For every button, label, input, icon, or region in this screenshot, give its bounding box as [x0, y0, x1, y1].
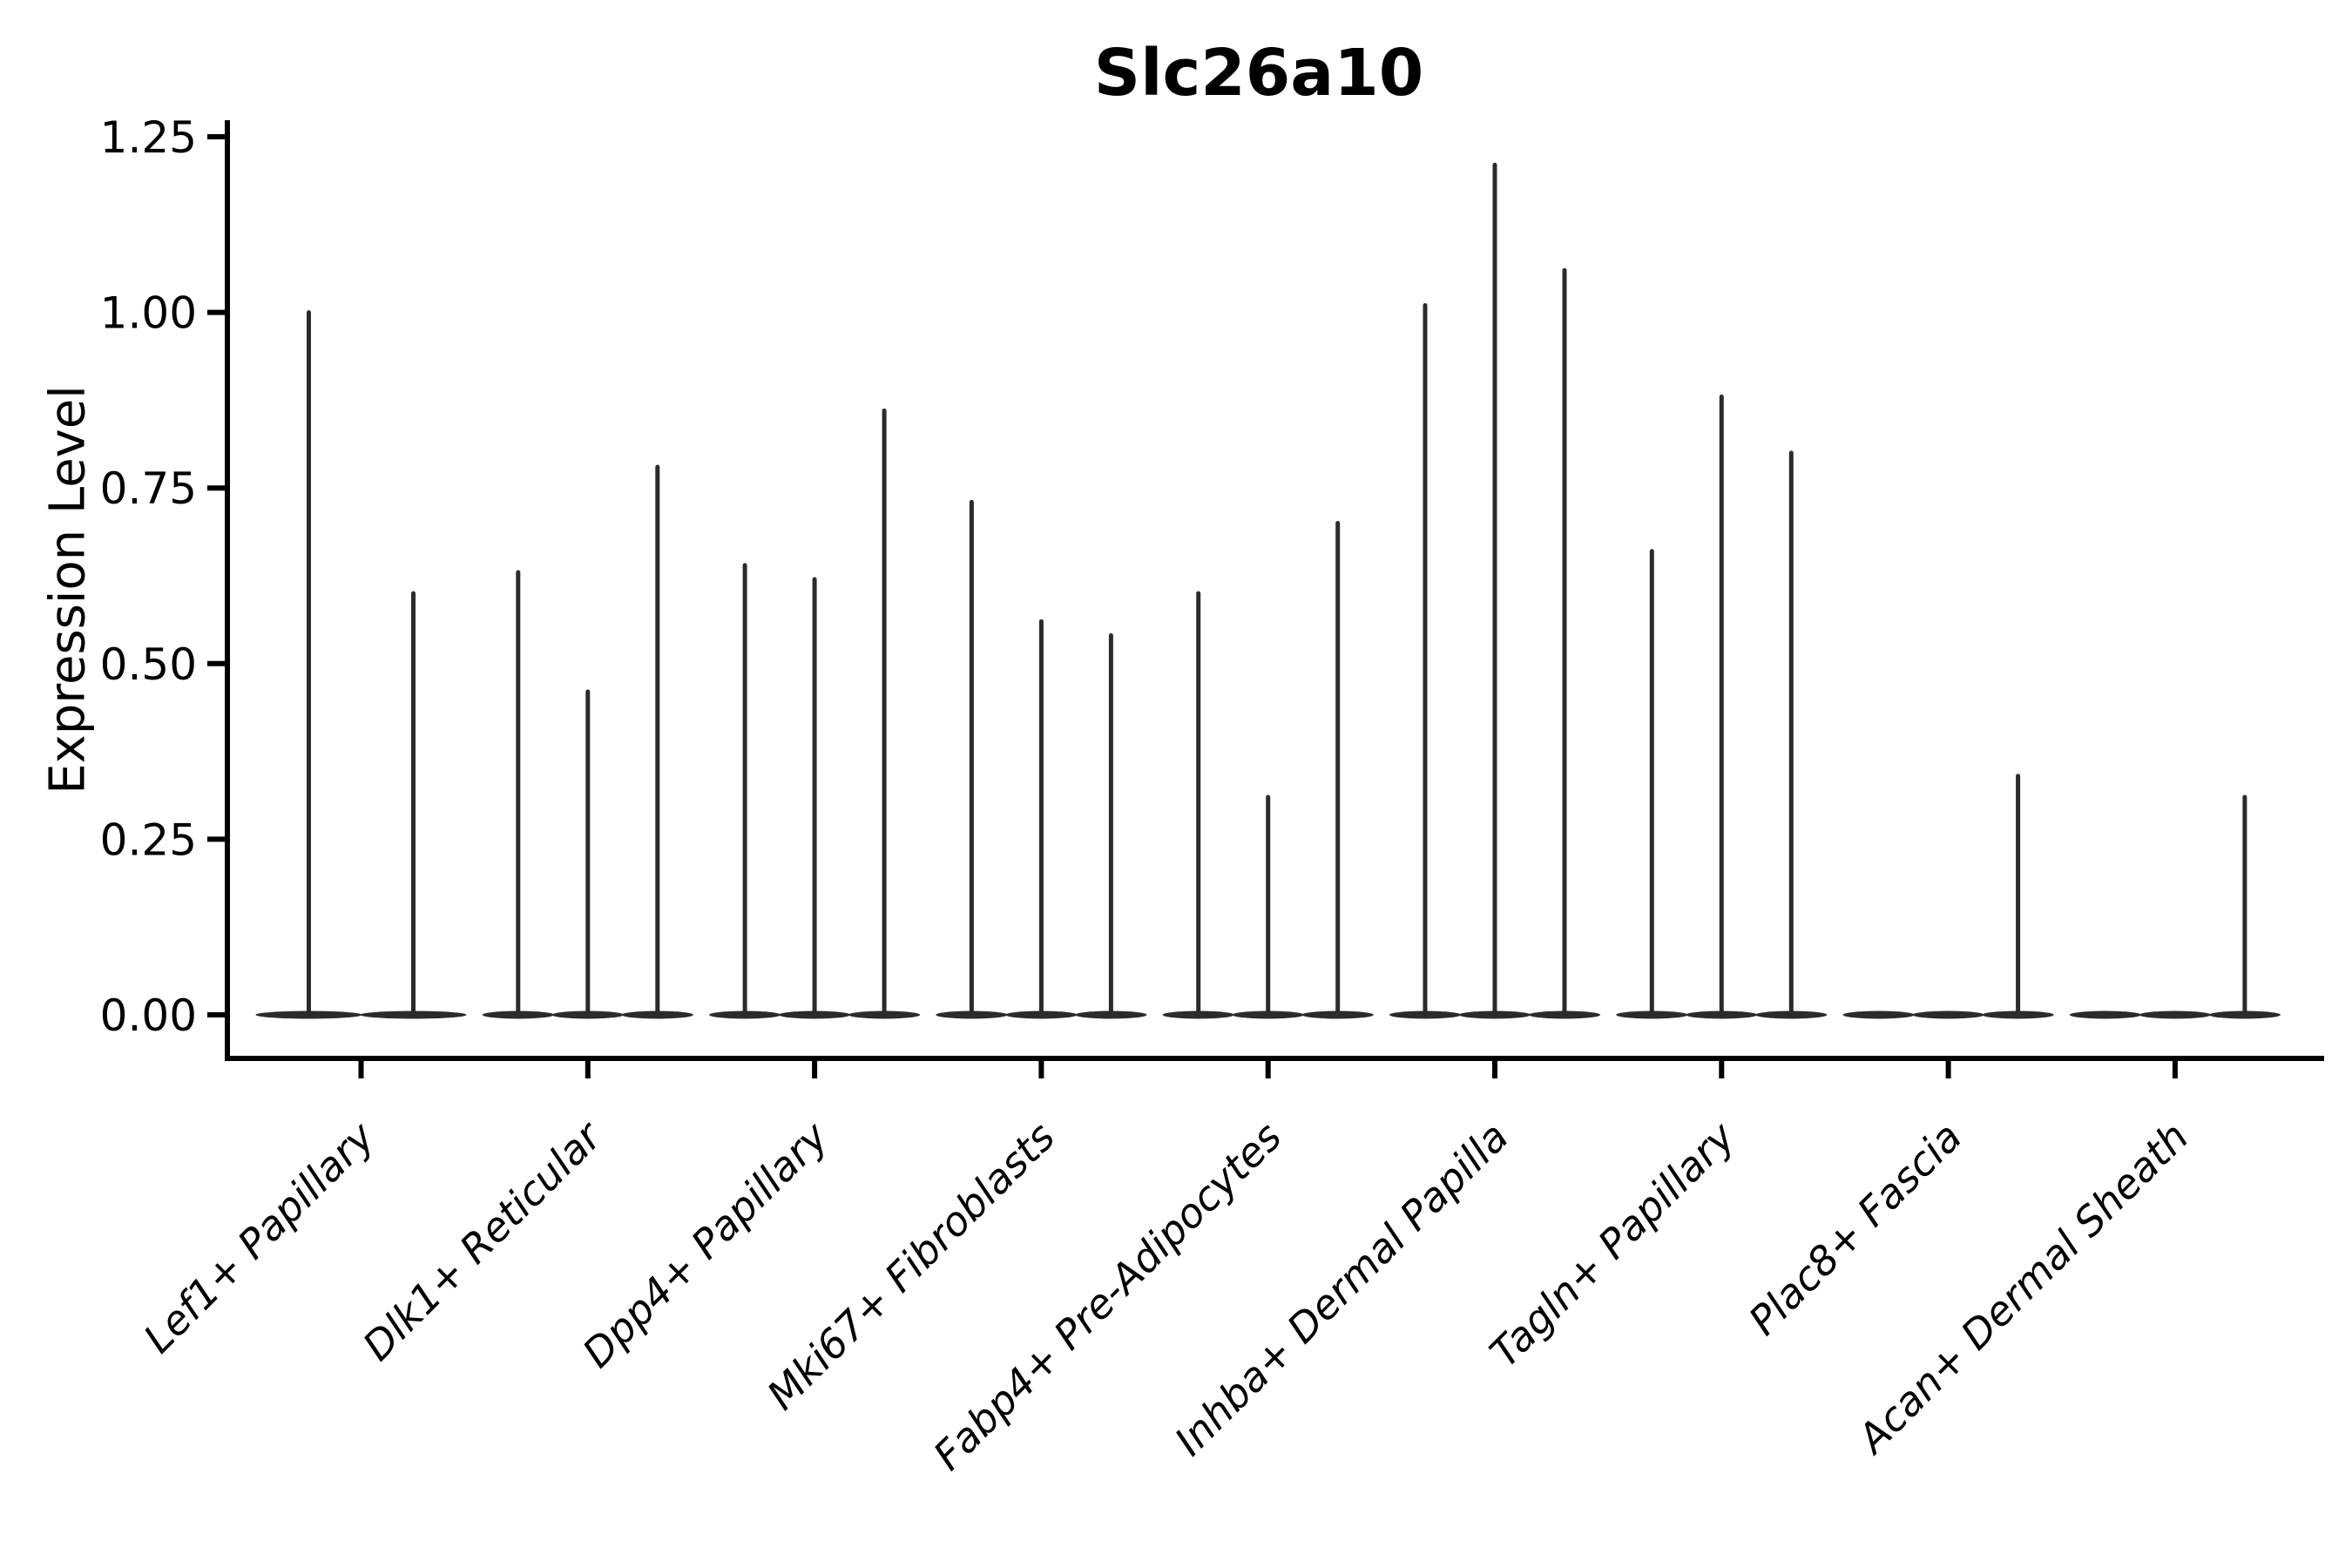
x-tick-label: Dpp4+ Papillary [573, 1112, 837, 1376]
violin-base [1912, 1010, 1984, 1019]
y-tick-label: 0.50 [100, 639, 197, 690]
x-tick-label: Lef1+ Papillary [134, 1112, 383, 1362]
x-tick-label: Plac8+ Fascia [1740, 1113, 1970, 1344]
y-tick-label: 0.25 [100, 814, 197, 865]
x-tick-label: Tagln+ Papillary [1481, 1112, 1745, 1376]
y-tick-label: 1.00 [100, 288, 197, 339]
violin-base [2139, 1010, 2211, 1019]
violin-base [1842, 1010, 1915, 1019]
chart-title: Slc26a10 [1093, 36, 1424, 111]
y-tick-label: 0.75 [100, 463, 197, 514]
y-tick-label: 1.25 [100, 112, 197, 163]
x-tick-label: Dlk1+ Reticular [354, 1111, 612, 1369]
violin-base [2069, 1010, 2141, 1019]
y-tick-label: 0.00 [100, 990, 197, 1041]
